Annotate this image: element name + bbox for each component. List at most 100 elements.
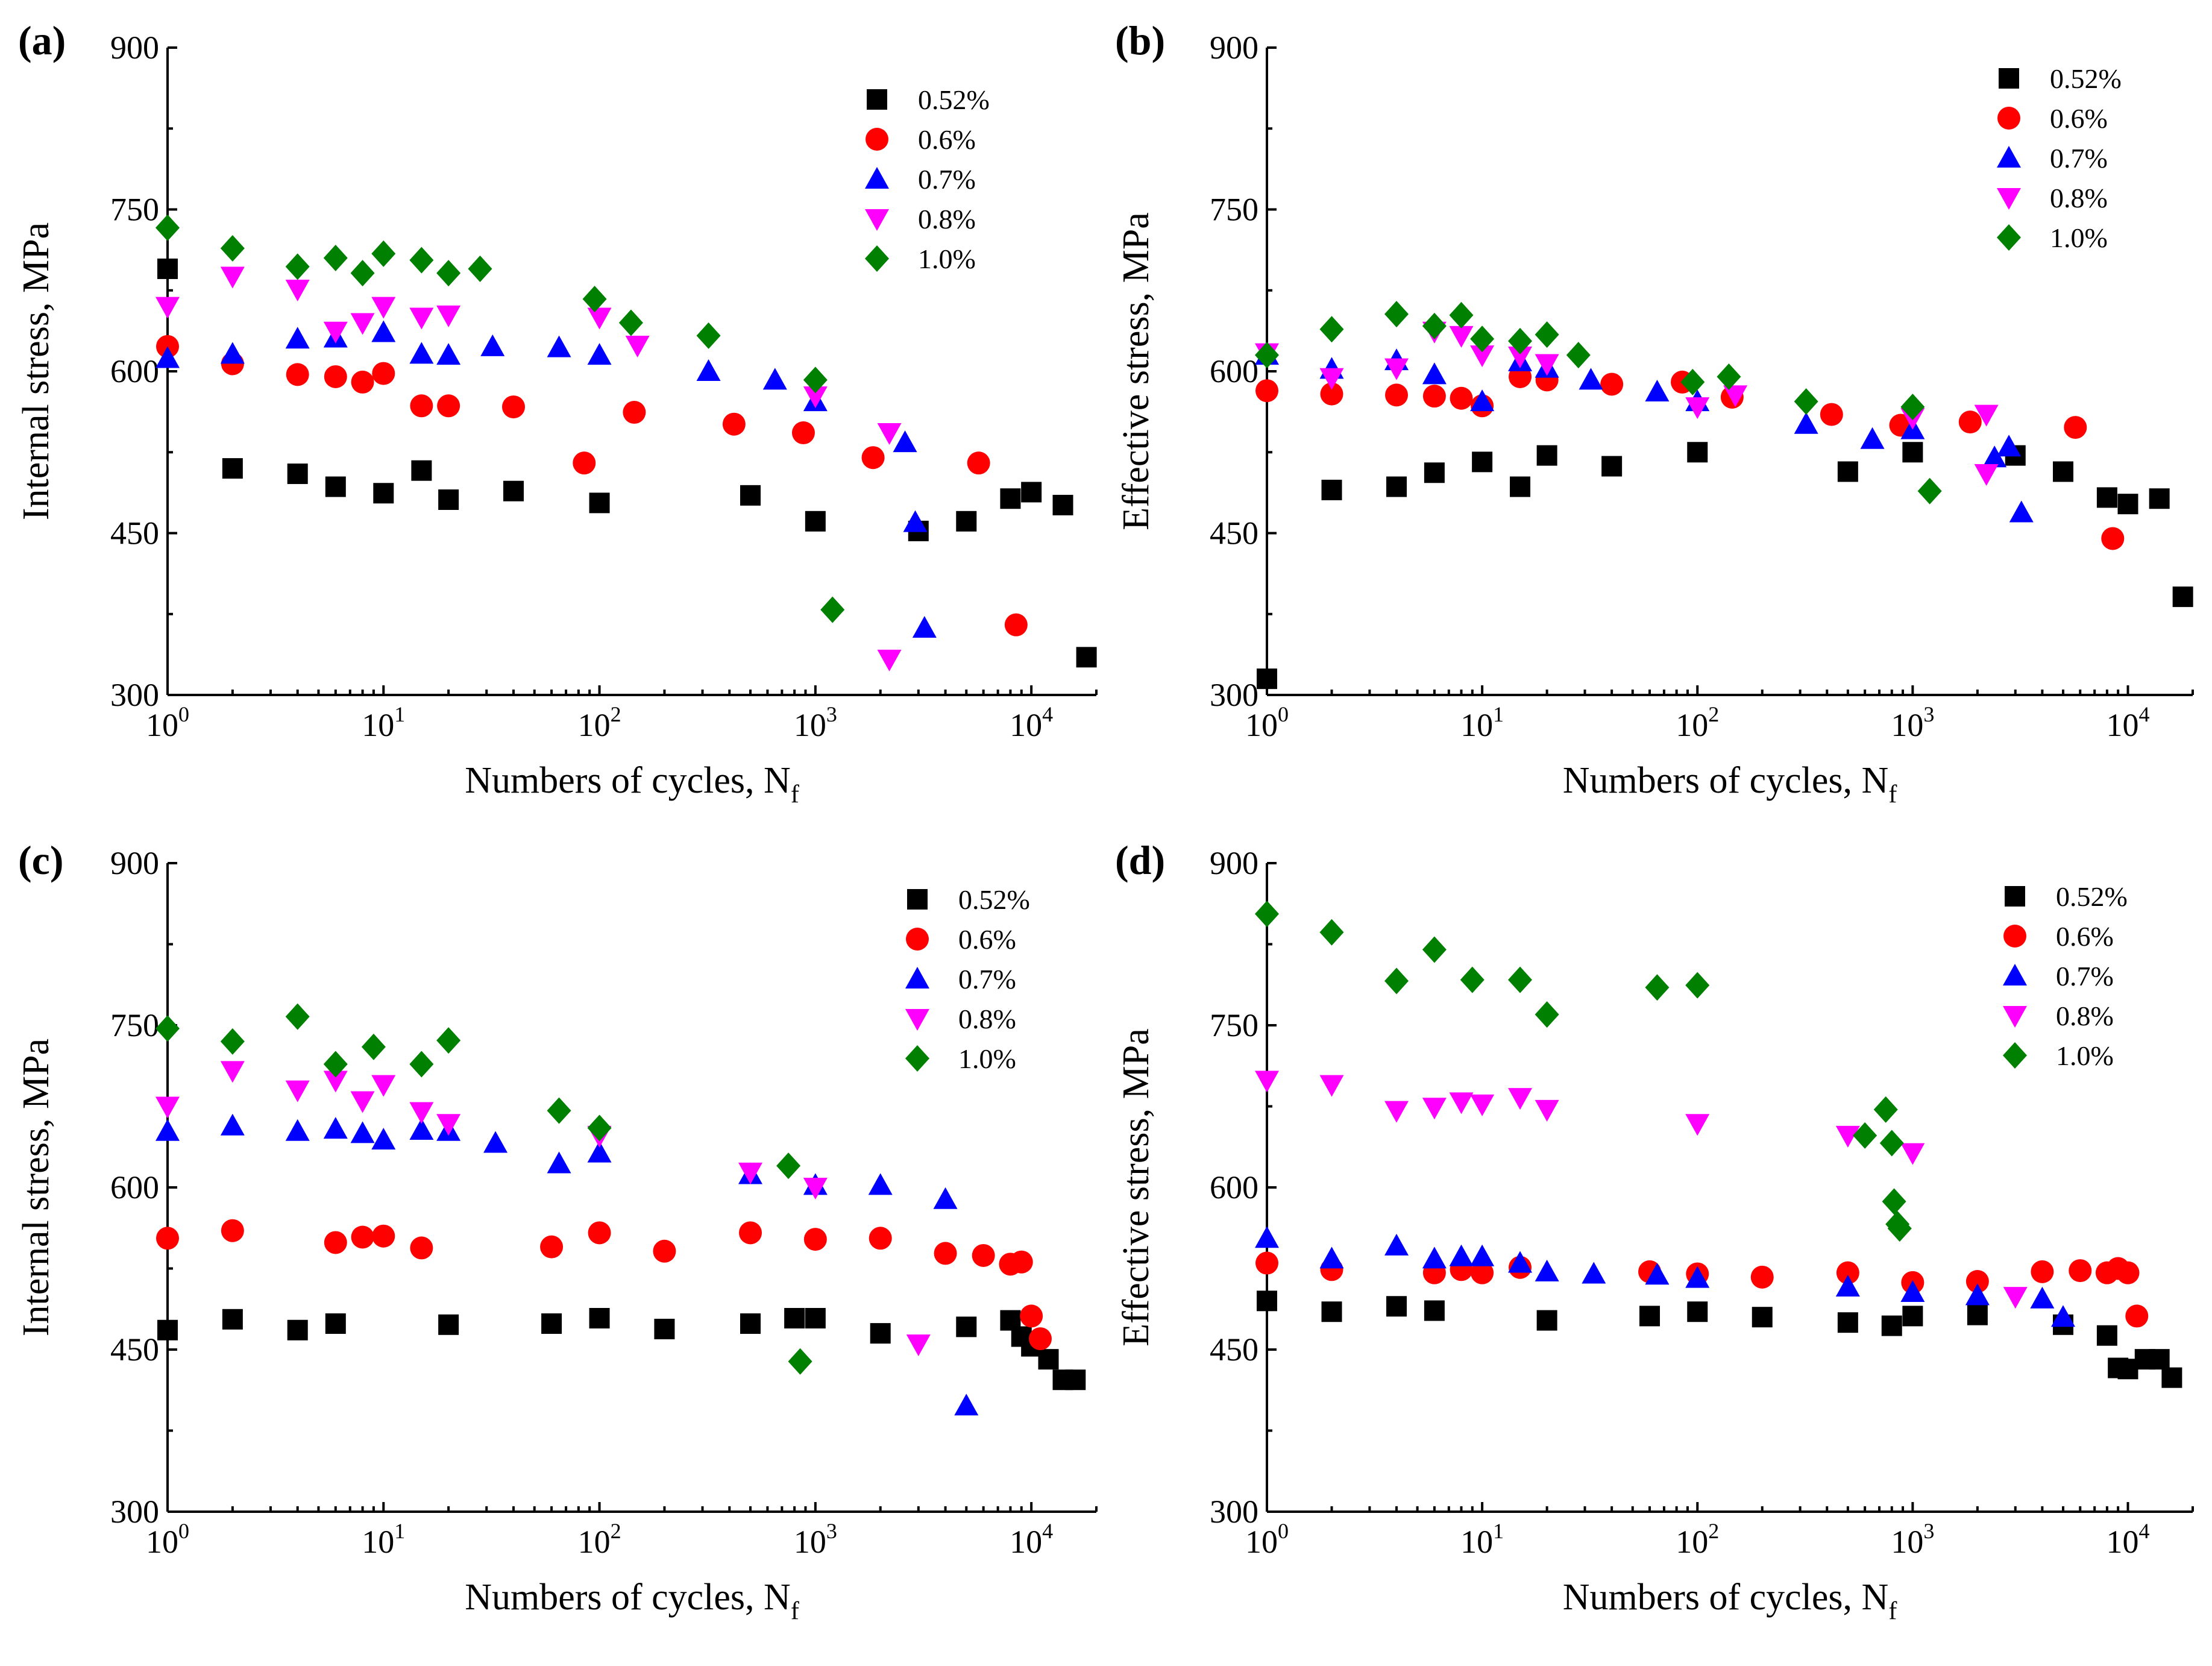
data-point — [1010, 1250, 1033, 1274]
x-tick-label: 101 — [362, 1519, 405, 1560]
data-point — [409, 1051, 434, 1078]
data-point — [1965, 1283, 1990, 1306]
data-point — [1687, 1301, 1708, 1322]
series-1.0% — [156, 214, 845, 623]
data-point — [623, 401, 646, 424]
data-point — [436, 343, 461, 365]
data-point — [877, 423, 902, 445]
series-0.8% — [1255, 321, 1999, 486]
x-tick-label: 100 — [1245, 702, 1289, 743]
data-point — [285, 1003, 310, 1030]
legend-label: 1.0% — [918, 244, 976, 274]
data-point — [1422, 1098, 1447, 1120]
x-tick-label: 104 — [1010, 702, 1053, 743]
legend-marker — [865, 209, 889, 231]
data-point — [2050, 1305, 2075, 1327]
data-point — [1255, 1070, 1279, 1093]
data-point — [1028, 1327, 1052, 1351]
data-point — [1450, 386, 1473, 410]
data-point — [1052, 494, 1073, 515]
y-tick-label: 450 — [110, 1331, 159, 1368]
data-point — [157, 1319, 178, 1341]
data-point — [540, 1235, 564, 1259]
data-point — [1835, 1274, 1860, 1297]
data-point — [157, 258, 178, 279]
data-point — [1255, 342, 1279, 369]
data-point — [1879, 1130, 1904, 1157]
data-point — [776, 1152, 801, 1180]
data-point — [1038, 1349, 1059, 1370]
data-point — [1422, 312, 1447, 339]
x-tick-label: 103 — [1891, 702, 1934, 743]
legend: 0.52% 0.6% 0.7% 0.8% 1.0% — [905, 884, 1030, 1074]
data-point — [625, 336, 650, 358]
data-point — [1470, 325, 1495, 353]
series-0.52% — [1257, 1290, 2182, 1388]
data-point — [1685, 1114, 1710, 1136]
data-point — [438, 489, 459, 511]
data-point — [156, 1119, 180, 1141]
data-point — [437, 394, 460, 418]
x-tick-label: 102 — [578, 702, 621, 743]
data-point — [1319, 368, 1344, 390]
y-tick-label: 300 — [110, 1494, 159, 1530]
series-1.0% — [1255, 901, 1912, 1242]
data-point — [2009, 500, 2034, 523]
legend-marker — [2003, 1006, 2027, 1028]
data-point — [1255, 901, 1279, 928]
data-point — [1460, 966, 1485, 993]
data-point — [371, 297, 396, 319]
series-0.6% — [156, 1219, 1052, 1351]
data-point — [1873, 1096, 1898, 1123]
data-point — [589, 492, 610, 514]
data-point — [1255, 1251, 1278, 1275]
data-point — [696, 359, 721, 381]
y-tick-label: 900 — [1210, 30, 1258, 66]
series-0.52% — [1257, 442, 2193, 690]
data-point — [1974, 404, 1999, 427]
legend-marker — [865, 167, 889, 189]
data-point — [1535, 1259, 1559, 1281]
data-point — [2096, 487, 2117, 508]
data-point — [221, 1219, 244, 1242]
data-point — [287, 1319, 308, 1341]
data-point — [1508, 1251, 1533, 1273]
data-point — [582, 286, 607, 313]
data-point — [220, 266, 245, 289]
data-point — [1902, 442, 1923, 463]
data-point — [1384, 967, 1409, 995]
data-point — [1717, 363, 1741, 390]
data-point — [589, 1307, 610, 1328]
y-tick-label: 600 — [110, 353, 159, 389]
y-axis-label: Effective stress, MPa — [1116, 212, 1157, 530]
data-point — [1579, 368, 1603, 390]
data-point — [1319, 919, 1344, 946]
y-tick-label: 450 — [1210, 515, 1258, 552]
data-point — [1449, 1244, 1474, 1266]
data-point — [1020, 1304, 1043, 1328]
data-point — [934, 1242, 957, 1265]
data-point — [2003, 1287, 2028, 1309]
series-1.0% — [156, 1003, 812, 1375]
data-point — [1645, 1263, 1670, 1285]
data-point — [2116, 1261, 2140, 1284]
data-point — [1723, 385, 1748, 407]
data-point — [1685, 1266, 1710, 1288]
data-point — [1997, 435, 2022, 457]
data-point — [2172, 586, 2193, 608]
data-point — [1449, 301, 1474, 328]
x-axis-label: Numbers of cycles, Nf — [1563, 1577, 1897, 1625]
data-point — [870, 1323, 891, 1344]
data-point — [1449, 1092, 1474, 1114]
series-0.7% — [1255, 343, 2034, 523]
data-point — [1510, 476, 1531, 497]
data-point — [156, 1096, 180, 1119]
data-point — [1065, 1369, 1086, 1391]
data-point — [956, 511, 977, 532]
data-point — [285, 279, 310, 301]
data-point — [1820, 403, 1843, 426]
data-point — [325, 1313, 346, 1334]
y-tick-label: 750 — [110, 1007, 159, 1043]
legend-label: 0.6% — [2056, 921, 2114, 952]
y-tick-label: 750 — [1210, 192, 1258, 228]
